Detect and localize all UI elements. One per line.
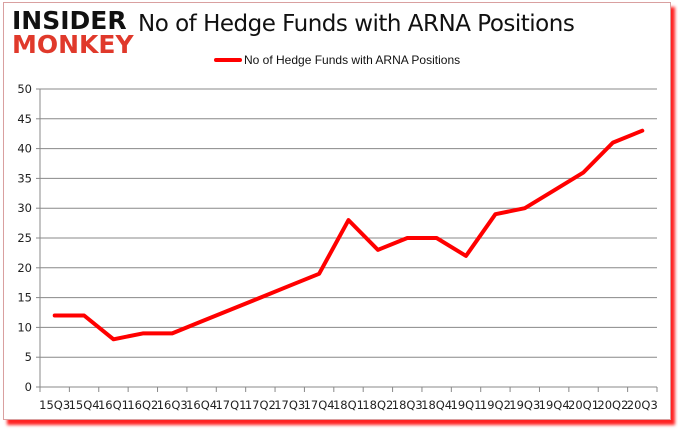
x-tick-label: 17Q2 <box>245 398 276 412</box>
x-tick-label: 15Q3 <box>39 398 70 412</box>
logo-line1: INSIDER <box>12 6 127 35</box>
x-tick-label: 19Q1 <box>451 398 482 412</box>
chart-title: No of Hedge Funds with ARNA Positions <box>138 11 575 37</box>
y-tick-label: 20 <box>17 261 32 275</box>
x-tick-label: 18Q4 <box>421 398 452 412</box>
x-tick-label: 20Q1 <box>568 398 599 412</box>
x-tick-label: 17Q4 <box>304 398 335 412</box>
y-tick-label: 5 <box>25 350 32 364</box>
series-line <box>52 128 645 342</box>
x-tick-label: 17Q3 <box>274 398 305 412</box>
x-tick-label: 15Q4 <box>69 398 100 412</box>
x-tick-label: 18Q2 <box>362 398 393 412</box>
x-tick-label: 16Q3 <box>157 398 188 412</box>
logo-line2: MONKEY <box>12 30 134 59</box>
x-tick-label: 18Q3 <box>392 398 423 412</box>
y-tick-label: 15 <box>17 291 32 305</box>
x-tick-label: 19Q4 <box>539 398 570 412</box>
x-tick-label: 18Q1 <box>333 398 364 412</box>
y-tick-label: 30 <box>17 201 32 215</box>
y-tick-label: 35 <box>17 171 32 185</box>
x-tick-label: 20Q3 <box>627 398 658 412</box>
y-tick-label: 25 <box>17 231 32 245</box>
y-tick-label: 50 <box>17 82 32 96</box>
y-tick-label: 0 <box>25 380 32 394</box>
y-tick-label: 40 <box>17 142 32 156</box>
x-tick-label: 16Q1 <box>98 398 129 412</box>
y-tick-label: 45 <box>17 112 32 126</box>
chart-legend: No of Hedge Funds with ARNA Positions <box>214 53 460 67</box>
insider-monkey-logo: INSIDER MONKEY <box>12 6 134 59</box>
x-tick-label: 20Q2 <box>597 398 628 412</box>
legend-label: No of Hedge Funds with ARNA Positions <box>244 53 461 67</box>
legend-line-swatch-icon <box>214 58 242 62</box>
x-tick-label: 19Q3 <box>509 398 540 412</box>
x-tick-label: 17Q1 <box>215 398 246 412</box>
x-tick-label: 19Q2 <box>480 398 511 412</box>
x-tick-label: 16Q2 <box>127 398 158 412</box>
chart-frame <box>3 2 671 420</box>
x-tick-label: 16Q4 <box>186 398 217 412</box>
y-tick-label: 10 <box>17 320 32 334</box>
